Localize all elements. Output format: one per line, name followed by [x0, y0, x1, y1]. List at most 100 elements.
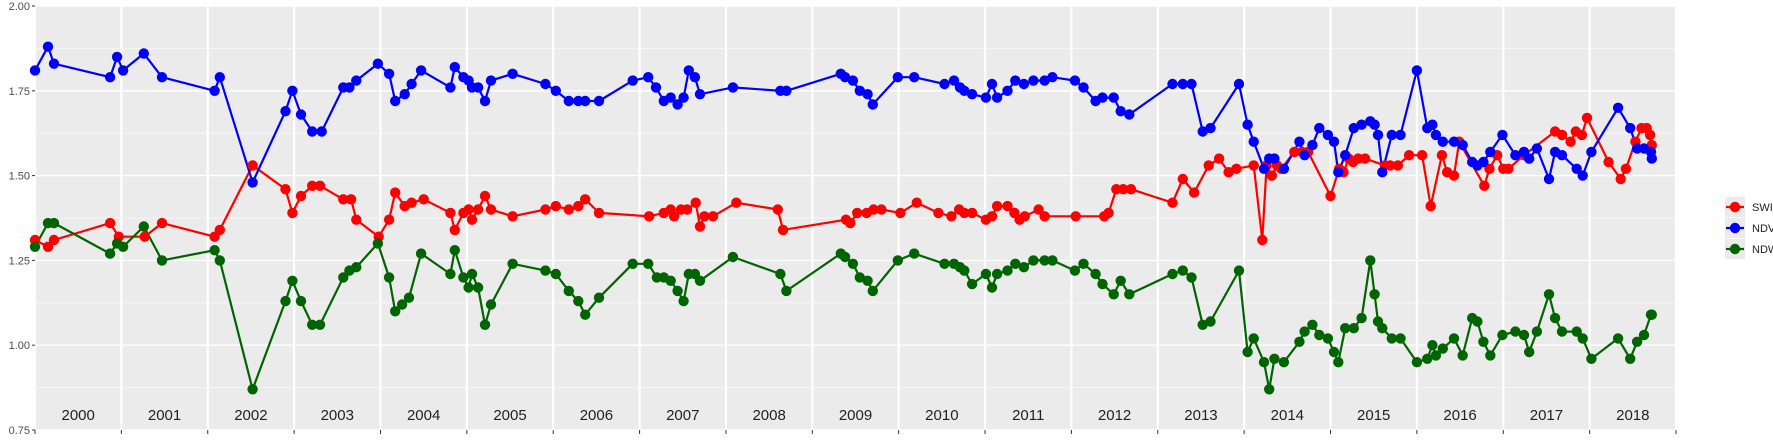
data-point-ndwi: [1365, 255, 1376, 266]
data-point-swir: [1213, 153, 1225, 164]
data-point-ndwi: [485, 299, 497, 310]
data-point-swir: [1019, 211, 1030, 222]
data-point-ndvi: [1322, 129, 1334, 141]
data-point-swir: [1479, 180, 1490, 191]
legend-label: NDVI: [1752, 223, 1773, 235]
data-point-swir: [156, 217, 168, 229]
data-point-ndvi: [344, 82, 355, 93]
data-point-swir: [1070, 211, 1081, 222]
data-point-ndvi: [959, 85, 970, 97]
data-point-ndwi: [939, 258, 950, 269]
data-point-ndwi: [1299, 326, 1310, 337]
data-point-ndvi: [1097, 92, 1108, 103]
legend-key-point: [1729, 201, 1741, 213]
data-point-swir: [643, 211, 655, 222]
data-point-ndvi: [372, 58, 384, 69]
data-point-ndwi: [214, 255, 225, 266]
data-point-swir: [772, 204, 783, 215]
data-point-ndvi: [485, 75, 497, 86]
data-point-ndvi: [939, 78, 950, 90]
data-point-ndwi: [540, 265, 551, 276]
data-point-ndwi: [479, 319, 491, 330]
data-point-ndwi: [1395, 333, 1406, 344]
data-point-swir: [1188, 187, 1200, 198]
data-point-swir: [449, 224, 460, 236]
year-label: 2000: [61, 407, 94, 424]
data-point-ndvi: [247, 177, 258, 188]
data-point-ndvi: [1586, 146, 1597, 158]
data-point-ndvi: [643, 72, 654, 83]
year-label: 2008: [752, 407, 785, 424]
year-label: 2018: [1616, 407, 1649, 424]
data-point-ndwi: [672, 285, 683, 297]
year-label: 2002: [234, 407, 267, 424]
year-label: 2004: [407, 407, 440, 424]
data-point-swir: [1248, 160, 1259, 171]
data-point-ndvi: [1333, 167, 1344, 178]
data-point-ndvi: [1294, 136, 1305, 147]
data-point-ndvi: [1002, 85, 1013, 97]
data-point-ndwi: [445, 268, 456, 280]
data-point-ndwi: [338, 272, 349, 283]
data-point-ndwi: [314, 319, 326, 330]
data-point-ndvi: [1177, 78, 1189, 90]
data-point-ndvi: [966, 89, 978, 100]
data-point-ndvi: [650, 82, 662, 93]
y-tick-label: 1.00: [9, 340, 30, 352]
data-point-ndvi: [449, 61, 460, 73]
data-point-swir: [463, 204, 474, 215]
data-point-ndwi: [1047, 255, 1058, 266]
data-point-ndvi: [665, 92, 676, 103]
data-point-ndvi: [1646, 153, 1658, 164]
data-point-ndvi: [1369, 119, 1380, 130]
data-point-ndwi: [862, 275, 873, 286]
data-point-swir: [472, 204, 484, 215]
data-point-swir: [479, 190, 491, 202]
data-point-ndwi: [563, 285, 574, 297]
data-point-ndvi: [390, 95, 401, 107]
data-point-ndwi: [991, 268, 1003, 280]
data-point-ndwi: [1039, 255, 1050, 266]
data-point-swir: [466, 214, 478, 225]
data-point-ndvi: [1427, 119, 1438, 130]
data-point-ndvi: [593, 95, 605, 107]
data-point-ndvi: [1457, 139, 1468, 151]
data-point-ndvi: [1328, 136, 1340, 147]
data-point-swir: [580, 194, 591, 205]
data-point-ndwi: [1078, 258, 1089, 269]
data-point-swir: [1266, 170, 1278, 181]
data-point-ndvi: [1448, 136, 1460, 147]
year-label: 2015: [1357, 407, 1390, 424]
data-point-ndwi: [959, 265, 970, 276]
data-point-swir: [1384, 160, 1396, 171]
data-point-ndwi: [138, 221, 149, 232]
data-point-swir: [1448, 170, 1460, 181]
data-point-ndvi: [1571, 163, 1582, 174]
y-tick-label: 1.25: [9, 255, 30, 267]
data-point-swir: [345, 194, 357, 205]
data-point-swir: [777, 224, 789, 236]
data-point-ndvi: [1258, 163, 1270, 174]
data-point-ndwi: [403, 292, 415, 303]
data-point-ndwi: [1269, 353, 1280, 364]
data-point-ndwi: [1108, 289, 1119, 300]
data-point-ndvi: [627, 75, 638, 86]
data-point-swir: [214, 224, 225, 236]
data-point-swir: [540, 204, 551, 215]
data-point-swir: [1203, 160, 1214, 171]
year-label: 2009: [839, 407, 872, 424]
data-point-ndwi: [1638, 329, 1650, 341]
data-point-ndwi: [1097, 278, 1108, 290]
data-point-ndwi: [1233, 265, 1245, 276]
data-point-ndwi: [1646, 309, 1658, 320]
data-point-swir: [1177, 173, 1189, 185]
data-point-ndvi: [1197, 126, 1208, 137]
data-point-swir: [1416, 150, 1428, 161]
data-point-ndwi: [1028, 255, 1039, 266]
data-point-ndvi: [1028, 75, 1039, 86]
data-point-swir: [946, 211, 957, 222]
data-point-ndvi: [847, 75, 859, 86]
data-point-ndwi: [1549, 312, 1561, 324]
data-point-ndvi: [316, 126, 327, 137]
data-point-ndvi: [214, 72, 225, 83]
